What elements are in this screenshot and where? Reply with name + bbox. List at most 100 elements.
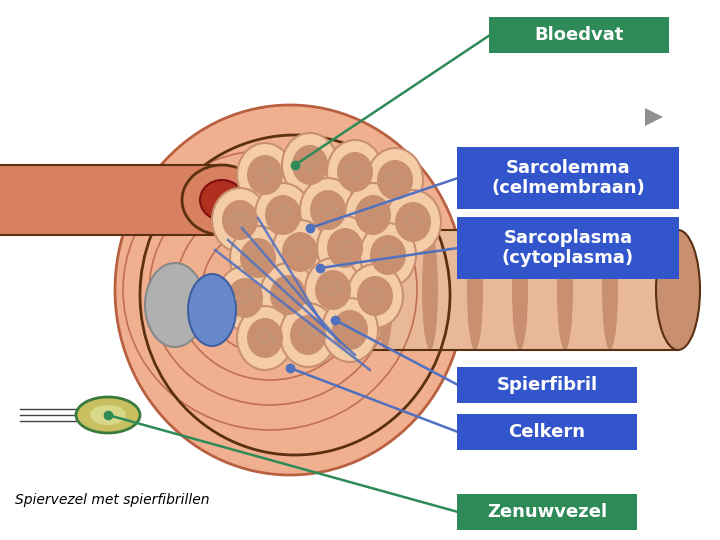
Ellipse shape (286, 298, 290, 302)
Ellipse shape (363, 213, 367, 217)
Ellipse shape (343, 238, 347, 242)
Ellipse shape (347, 264, 403, 328)
Ellipse shape (271, 173, 275, 177)
Ellipse shape (255, 336, 259, 340)
Ellipse shape (366, 208, 370, 212)
Ellipse shape (406, 215, 410, 219)
Ellipse shape (290, 250, 294, 254)
Ellipse shape (393, 183, 397, 187)
Ellipse shape (248, 291, 252, 295)
Ellipse shape (326, 200, 330, 204)
Ellipse shape (398, 173, 402, 177)
Ellipse shape (343, 323, 347, 327)
Ellipse shape (385, 190, 441, 254)
Ellipse shape (368, 289, 372, 293)
Ellipse shape (246, 218, 250, 222)
Ellipse shape (356, 328, 360, 332)
Ellipse shape (298, 255, 302, 259)
Ellipse shape (247, 318, 283, 358)
Ellipse shape (358, 165, 362, 169)
Ellipse shape (353, 162, 357, 166)
Ellipse shape (675, 287, 680, 293)
Ellipse shape (238, 291, 242, 295)
Ellipse shape (255, 183, 311, 247)
Ellipse shape (403, 220, 407, 224)
Ellipse shape (200, 180, 244, 220)
Ellipse shape (373, 286, 377, 290)
Ellipse shape (332, 230, 348, 350)
Ellipse shape (675, 278, 680, 282)
Ellipse shape (281, 218, 285, 222)
Text: Celkern: Celkern (508, 423, 585, 441)
Ellipse shape (278, 293, 282, 297)
Text: Zenuwvezel: Zenuwvezel (487, 503, 607, 521)
Ellipse shape (263, 165, 267, 169)
Ellipse shape (411, 225, 415, 229)
Bar (295, 230, 680, 350)
Ellipse shape (385, 178, 389, 182)
Text: Bloedvat: Bloedvat (534, 26, 624, 44)
Ellipse shape (308, 155, 312, 159)
Ellipse shape (298, 333, 302, 337)
Ellipse shape (348, 241, 352, 245)
Ellipse shape (512, 230, 528, 350)
Ellipse shape (365, 294, 369, 298)
Ellipse shape (334, 208, 338, 212)
Ellipse shape (270, 275, 306, 315)
Ellipse shape (348, 333, 352, 337)
Ellipse shape (282, 133, 338, 197)
Ellipse shape (683, 295, 688, 300)
Ellipse shape (348, 320, 352, 324)
FancyBboxPatch shape (457, 147, 679, 209)
Ellipse shape (317, 216, 373, 280)
Ellipse shape (340, 328, 344, 332)
Ellipse shape (377, 160, 413, 200)
Ellipse shape (391, 248, 395, 252)
Ellipse shape (282, 232, 318, 272)
Ellipse shape (212, 188, 268, 252)
Ellipse shape (90, 405, 126, 425)
Ellipse shape (345, 170, 349, 174)
Ellipse shape (237, 306, 293, 370)
Ellipse shape (355, 195, 391, 235)
Ellipse shape (327, 140, 383, 204)
Ellipse shape (222, 200, 258, 240)
Ellipse shape (656, 230, 700, 350)
Ellipse shape (303, 158, 307, 162)
Ellipse shape (286, 285, 290, 289)
Ellipse shape (280, 303, 336, 367)
FancyBboxPatch shape (489, 17, 669, 53)
Ellipse shape (265, 195, 301, 235)
Text: Spiervezel met spierfibrillen: Spiervezel met spierfibrillen (15, 493, 210, 507)
Ellipse shape (145, 263, 205, 347)
Ellipse shape (388, 173, 392, 177)
Ellipse shape (602, 230, 618, 350)
Ellipse shape (378, 253, 382, 257)
Ellipse shape (264, 256, 268, 260)
Ellipse shape (227, 278, 263, 318)
Ellipse shape (263, 341, 267, 345)
Ellipse shape (422, 230, 438, 350)
Ellipse shape (286, 208, 290, 212)
Ellipse shape (268, 168, 272, 172)
Ellipse shape (683, 280, 688, 285)
Ellipse shape (76, 397, 140, 433)
Ellipse shape (243, 301, 247, 305)
Polygon shape (645, 108, 663, 126)
Ellipse shape (326, 213, 330, 217)
Ellipse shape (294, 293, 298, 297)
Ellipse shape (371, 218, 375, 222)
Ellipse shape (272, 220, 328, 284)
Ellipse shape (243, 213, 247, 217)
Ellipse shape (331, 293, 335, 297)
Ellipse shape (318, 208, 322, 212)
Ellipse shape (331, 203, 335, 207)
Ellipse shape (308, 168, 312, 172)
Ellipse shape (371, 205, 375, 209)
Ellipse shape (306, 250, 310, 254)
Ellipse shape (339, 288, 343, 292)
Ellipse shape (182, 165, 262, 235)
Ellipse shape (348, 165, 352, 169)
Ellipse shape (335, 246, 339, 250)
Ellipse shape (395, 202, 431, 242)
